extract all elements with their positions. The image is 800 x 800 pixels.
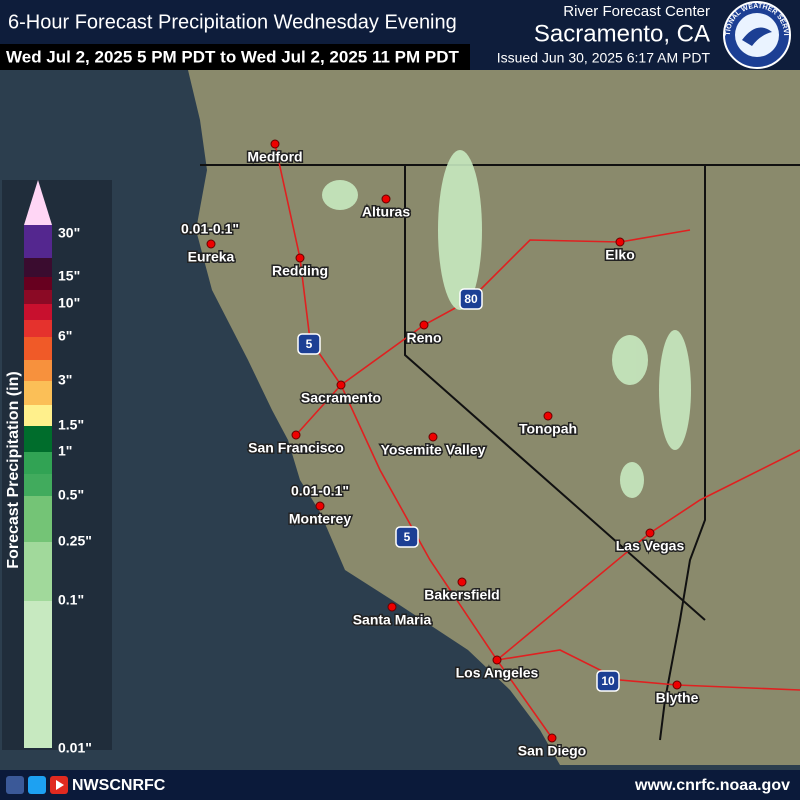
- legend-band: [24, 304, 52, 320]
- legend-title: Forecast Precipitation (in): [5, 371, 22, 568]
- city-label: Eureka: [188, 249, 235, 265]
- highway-shield: [395, 526, 419, 548]
- footer-url[interactable]: www.cnrfc.noaa.gov: [634, 777, 790, 794]
- city-label: San Diego: [518, 743, 586, 759]
- legend-band: [24, 542, 52, 601]
- subtitle-bar: [0, 44, 470, 70]
- twitter-icon[interactable]: [28, 776, 46, 794]
- city-dot: [672, 680, 682, 690]
- legend-label: 10": [58, 295, 80, 311]
- header-bar: [0, 0, 800, 44]
- legend-band: [24, 452, 52, 474]
- legend-band: [24, 258, 52, 277]
- subtitle: Wed Jul 2, 2025 5 PM PDT to Wed Jul 2, 2…: [6, 47, 459, 66]
- highway-shield: [459, 288, 483, 310]
- annotation: 0.01-0.1": [291, 483, 349, 499]
- state-borders: [200, 164, 800, 741]
- city-label: Santa Maria: [353, 612, 432, 628]
- border: [404, 165, 706, 621]
- city-label: Blythe: [656, 690, 699, 706]
- city-label: Tonopah: [519, 421, 577, 437]
- border: [659, 165, 706, 741]
- city-dot: [645, 528, 655, 538]
- city-dot: [419, 320, 429, 330]
- city-label: Reno: [407, 330, 442, 346]
- city-dot: [270, 139, 280, 149]
- legend-label: 30": [58, 225, 80, 241]
- city-dot: [381, 194, 391, 204]
- city-label: Elko: [605, 247, 635, 263]
- city-dot: [291, 430, 301, 440]
- city-label: Redding: [272, 263, 328, 279]
- legend-panel: [2, 180, 112, 750]
- city-label: Medford: [247, 149, 302, 165]
- annotation: 0.01-0.1": [181, 221, 239, 237]
- legend-band: [24, 277, 52, 290]
- legend-band: [24, 381, 52, 405]
- highway-shield: [297, 333, 321, 355]
- city-label: Yosemite Valley: [381, 442, 486, 458]
- highway-number: 5: [306, 337, 313, 351]
- highway-number: 80: [464, 292, 478, 306]
- legend-label: 6": [58, 328, 72, 344]
- legend: 30" 15" 10" 6" 3" 1.5" 1" 0.5" 0.25" 0.1" 0.01": [24, 180, 92, 756]
- legend-label: 1.5": [58, 417, 84, 433]
- office-line: River Forecast Center: [563, 3, 710, 20]
- legend-label: 0.01": [58, 740, 92, 756]
- precip-areas: [322, 150, 691, 498]
- footer-handle[interactable]: NWSCNRFC: [72, 777, 166, 794]
- legend-band: [24, 601, 52, 748]
- city-label: Los Angeles: [456, 665, 539, 681]
- title: 6-Hour Forecast Precipitation Wednesday …: [8, 11, 457, 33]
- legend-band: [24, 225, 52, 258]
- legend-band: [24, 426, 52, 452]
- highway-number: 10: [601, 674, 615, 688]
- legend-label: 15": [58, 268, 80, 284]
- facebook-icon[interactable]: [6, 776, 24, 794]
- legend-arrow: [24, 180, 52, 225]
- legend-label: 0.25": [58, 533, 92, 549]
- city-label: Sacramento: [301, 390, 381, 406]
- cities: Medford Alturas Eureka Redding Elko Reno Sacra…: [179, 139, 700, 760]
- city-label: Monterey: [289, 511, 351, 527]
- legend-band: [24, 320, 52, 337]
- issued: Issued Jun 30, 2025 6:17 AM PDT: [497, 50, 711, 66]
- legend-label: 3": [58, 372, 72, 388]
- legend-label: 1": [58, 443, 72, 459]
- city-dot: [295, 253, 305, 263]
- land: [188, 70, 800, 765]
- city-dot: [336, 380, 346, 390]
- city-dot: [543, 411, 553, 421]
- city-dot: [615, 237, 625, 247]
- legend-band: [24, 337, 52, 360]
- legend-band: [24, 496, 52, 542]
- highway-number: 5: [404, 530, 411, 544]
- highway-shield: [596, 670, 620, 692]
- footer-bar: [0, 770, 800, 800]
- legend-band: [24, 360, 52, 381]
- city-dot: [492, 655, 502, 665]
- legend-label: 0.5": [58, 487, 84, 503]
- legend-band: [24, 290, 52, 304]
- office: Sacramento, CA: [534, 20, 710, 47]
- city-label: San Francisco: [248, 440, 344, 456]
- city-label: Alturas: [362, 204, 410, 220]
- city-dot: [206, 239, 216, 249]
- city-dot: [428, 432, 438, 442]
- city-label: Las Vegas: [616, 538, 685, 554]
- city-dot: [547, 733, 557, 743]
- city-dot: [387, 602, 397, 612]
- city-dot: [315, 501, 325, 511]
- legend-band: [24, 405, 52, 426]
- city-label: Bakersfield: [424, 587, 499, 603]
- city-dot: [457, 577, 467, 587]
- legend-band: [24, 474, 52, 496]
- legend-label: 0.1": [58, 592, 84, 608]
